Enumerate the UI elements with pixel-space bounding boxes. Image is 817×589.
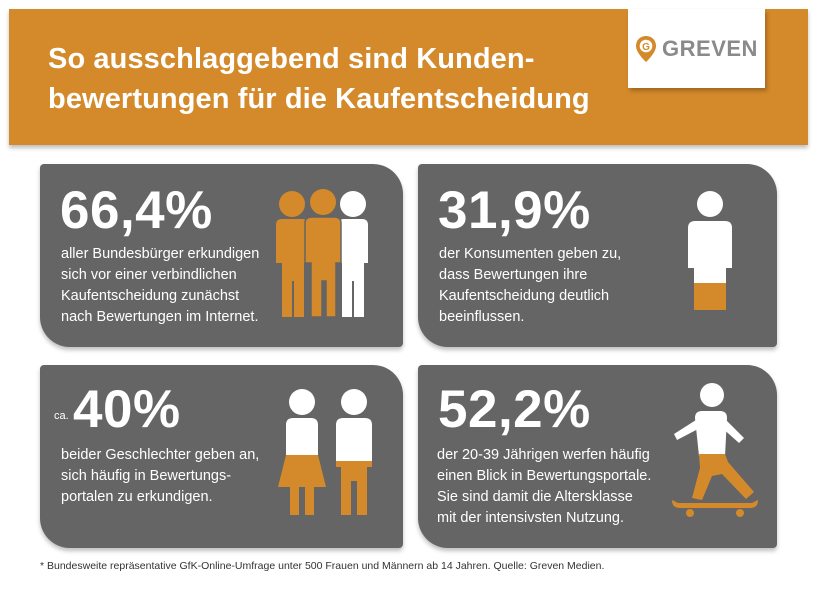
- footnote: * Bundesweite repräsentative GfK-Online-…: [40, 560, 605, 572]
- stat-value: 66,4%: [60, 181, 213, 240]
- three-people-icon: [276, 189, 368, 318]
- description-line: Sie sind damit die Altersklasse: [437, 489, 633, 505]
- logo-text: GREVEN: [662, 35, 758, 61]
- description-line: der Konsumenten geben zu,: [439, 246, 622, 262]
- greven-logo: G GREVEN: [628, 9, 765, 88]
- stat-description: aller Bundesbürger erkundigen sich vor e…: [61, 244, 259, 328]
- stat-card-1: 66,4% aller Bundesbürger erkundigen sich…: [40, 164, 403, 347]
- stat-value: 31,9%: [438, 181, 591, 240]
- description-line: einen Blick in Bewertungsportale.: [437, 468, 652, 484]
- logo-mark: G: [642, 42, 650, 53]
- description-line: der 20-39 Jährigen werfen häufig: [437, 447, 650, 463]
- stat-value: 52,2%: [438, 380, 591, 439]
- stat-card-2: 31,9% der Konsumenten geben zu, dass Bew…: [418, 164, 777, 347]
- description-line: beider Geschlechter geben an,: [61, 447, 260, 463]
- description-line: beeinflussen.: [439, 309, 525, 325]
- title-line-1: So ausschlaggebend sind Kunden-: [48, 43, 535, 75]
- stat-description: der 20-39 Jährigen werfen häufig einen B…: [437, 445, 651, 529]
- description-line: Kaufentscheidung zunächst: [61, 288, 240, 304]
- stat-card-4: 52,2% der 20-39 Jährigen werfen häufig e…: [418, 365, 777, 548]
- description-line: nach Bewertungen im Internet.: [61, 309, 259, 325]
- description-line: sich häufig in Bewertungs-: [61, 468, 232, 484]
- title-line-2: bewertungen für die Kaufentscheidung: [48, 83, 590, 115]
- description-line: mit der intensivsten Nutzung.: [437, 510, 624, 526]
- stat-description: beider Geschlechter geben an, sich häufi…: [61, 445, 259, 508]
- stat-description: der Konsumenten geben zu, dass Bewertung…: [439, 244, 621, 328]
- person-partial-fill-icon: [688, 191, 732, 310]
- description-line: aller Bundesbürger erkundigen: [61, 246, 260, 262]
- description-line: dass Bewertungen ihre: [439, 267, 588, 283]
- description-line: sich vor einer verbindlichen: [61, 267, 237, 283]
- stat-value: 40%: [73, 380, 181, 439]
- location-pin-icon: G: [636, 35, 657, 62]
- stat-card-3: ca. 40% beider Geschlechter geben an, si…: [40, 365, 403, 548]
- skateboarder-icon: [672, 383, 758, 517]
- woman-man-icon: [278, 389, 372, 515]
- description-line: portalen zu erkundigen.: [61, 489, 213, 505]
- stat-prefix: ca.: [54, 410, 69, 422]
- description-line: Kaufentscheidung deutlich: [439, 288, 610, 304]
- page-title: So ausschlaggebend sind Kunden- bewertun…: [48, 39, 608, 119]
